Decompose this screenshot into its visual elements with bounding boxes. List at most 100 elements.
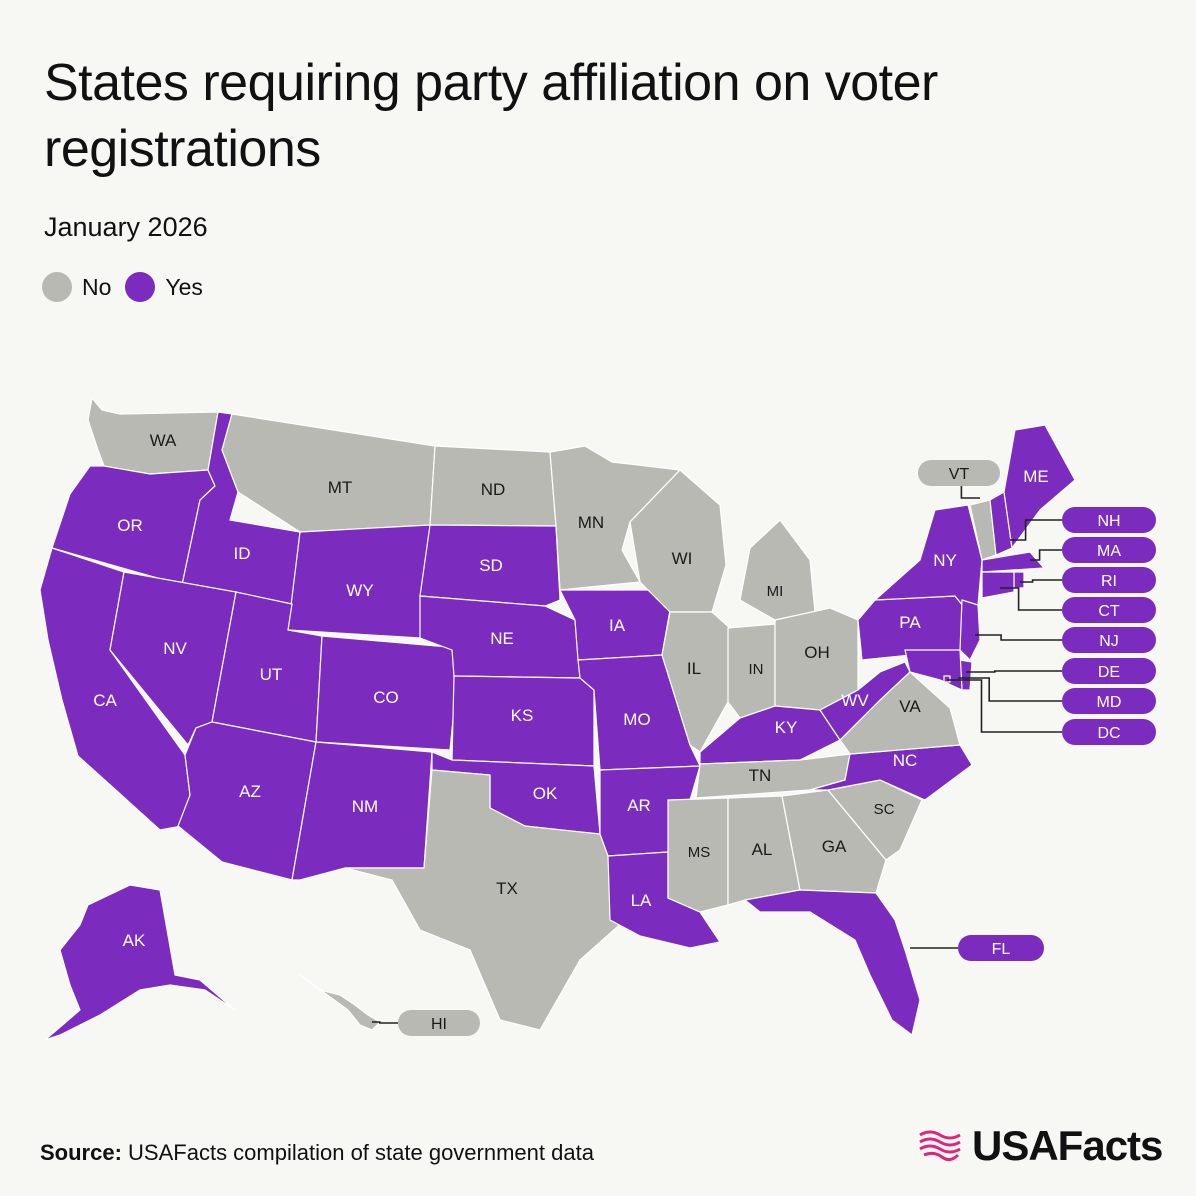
state-label-ut: UT — [260, 665, 283, 684]
state-label-oh: OH — [804, 643, 830, 662]
callout-pill-nh — [1062, 507, 1156, 533]
state-dc — [943, 675, 951, 683]
callout-label-ri: RI — [1101, 573, 1117, 590]
state-ma — [981, 551, 1046, 573]
brand-name: USAFacts — [972, 1122, 1163, 1169]
state-wi — [629, 469, 727, 613]
state-mi — [739, 519, 816, 621]
leader-md — [958, 677, 1062, 702]
callout-pill-md — [1062, 688, 1156, 714]
leader-nj — [975, 634, 1062, 641]
state-label-wv: WV — [841, 691, 869, 710]
state-label-wa: WA — [150, 431, 177, 450]
state-wv — [819, 661, 911, 741]
state-label-or: OR — [117, 516, 143, 535]
state-label-ia: IA — [609, 616, 626, 635]
legend-label-yes: Yes — [165, 273, 203, 300]
callout-label-de: DE — [1098, 664, 1120, 681]
state-label-nc: NC — [893, 751, 918, 770]
callout-pill-ri — [1062, 567, 1156, 593]
state-label-ks: KS — [511, 706, 534, 725]
callout-label-fl: FL — [992, 941, 1011, 958]
state-me — [1003, 424, 1076, 550]
callout-pill-nj — [1062, 627, 1156, 653]
leader-ri — [1020, 579, 1062, 583]
state-hi — [299, 974, 381, 1031]
callout-label-vt: VT — [949, 466, 970, 483]
state-sd — [419, 524, 561, 607]
leader-ma — [1030, 549, 1062, 561]
legend-item-yes: Yes — [125, 272, 203, 302]
state-label-mo: MO — [623, 710, 650, 729]
state-label-mn: MN — [578, 513, 604, 532]
leader-hi — [372, 1021, 398, 1024]
callout-pill-dc — [1062, 719, 1156, 745]
callout-label-md: MD — [1097, 694, 1122, 711]
state-label-al: AL — [752, 840, 773, 859]
callout-pill-vt — [918, 460, 1000, 486]
state-label-nd: ND — [481, 480, 506, 499]
page-title: States requiring party affiliation on vo… — [44, 54, 938, 178]
state-ks — [451, 675, 595, 767]
source-text: USAFacts compilation of state government… — [128, 1140, 594, 1165]
source-label: Source: — [40, 1140, 122, 1165]
state-label-ny: NY — [933, 551, 957, 570]
legend-swatch-no — [42, 272, 72, 302]
callout-pill-hi — [398, 1010, 480, 1036]
state-il — [661, 611, 731, 753]
state-label-ar: AR — [627, 796, 651, 815]
state-label-mi: MI — [767, 583, 784, 600]
source-note: Source: USAFacts compilation of state go… — [40, 1140, 594, 1166]
usafacts-flag-logo-icon — [919, 1130, 961, 1162]
state-label-tx: TX — [496, 879, 518, 898]
state-label-ms: MS — [688, 844, 711, 861]
state-label-ky: KY — [775, 718, 798, 737]
callout-label-ct: CT — [1098, 603, 1120, 620]
leader-de — [966, 670, 1062, 673]
state-label-wi: WI — [672, 549, 693, 568]
callout-label-nh: NH — [1097, 513, 1120, 530]
state-nc — [809, 744, 973, 801]
state-label-la: LA — [631, 891, 652, 910]
state-mt — [221, 413, 436, 533]
state-shapes — [39, 396, 1076, 1041]
legend: No Yes — [42, 272, 203, 302]
state-ak — [44, 884, 236, 1041]
state-label-id: ID — [234, 544, 251, 563]
state-ms — [667, 797, 729, 913]
state-ri — [1013, 571, 1025, 589]
state-label-il: IL — [687, 659, 701, 678]
legend-swatch-yes — [125, 272, 156, 302]
callout-pill-de — [1062, 658, 1156, 684]
state-tx — [344, 769, 626, 1031]
state-label-nm: NM — [352, 797, 378, 816]
state-label-tn: TN — [749, 766, 772, 785]
state-label-sc: SC — [874, 801, 895, 818]
state-label-ok: OK — [533, 784, 558, 803]
callout-label-nj: NJ — [1099, 633, 1119, 650]
state-fl — [743, 889, 921, 1037]
state-label-in: IN — [749, 661, 764, 678]
legend-label-no: No — [82, 273, 112, 300]
subtitle: January 2026 — [44, 212, 208, 242]
brand-logo: USAFacts — [916, 1122, 1163, 1170]
leader-dc — [947, 679, 1062, 733]
state-label-ne: NE — [490, 629, 514, 648]
state-ga — [781, 789, 887, 894]
state-label-me: ME — [1023, 467, 1049, 486]
state-nj — [959, 599, 981, 662]
state-label-az: AZ — [239, 782, 261, 801]
state-label-va: VA — [899, 697, 921, 716]
leader-nh — [1010, 519, 1062, 541]
legend-item-no: No — [42, 272, 111, 302]
state-co — [315, 635, 461, 751]
callout-pill-ct — [1062, 597, 1156, 623]
callout-label-hi: HI — [431, 1016, 447, 1033]
callout-label-dc: DC — [1097, 725, 1120, 742]
state-labels: WA OR CA ID NV MT WY UT AZ CO NM ND SD NE KS OK TX MN IA MO… — [93, 431, 1156, 1036]
state-label-co: CO — [373, 688, 399, 707]
state-label-ca: CA — [93, 691, 117, 710]
state-az — [177, 721, 317, 881]
state-ny — [873, 504, 983, 613]
